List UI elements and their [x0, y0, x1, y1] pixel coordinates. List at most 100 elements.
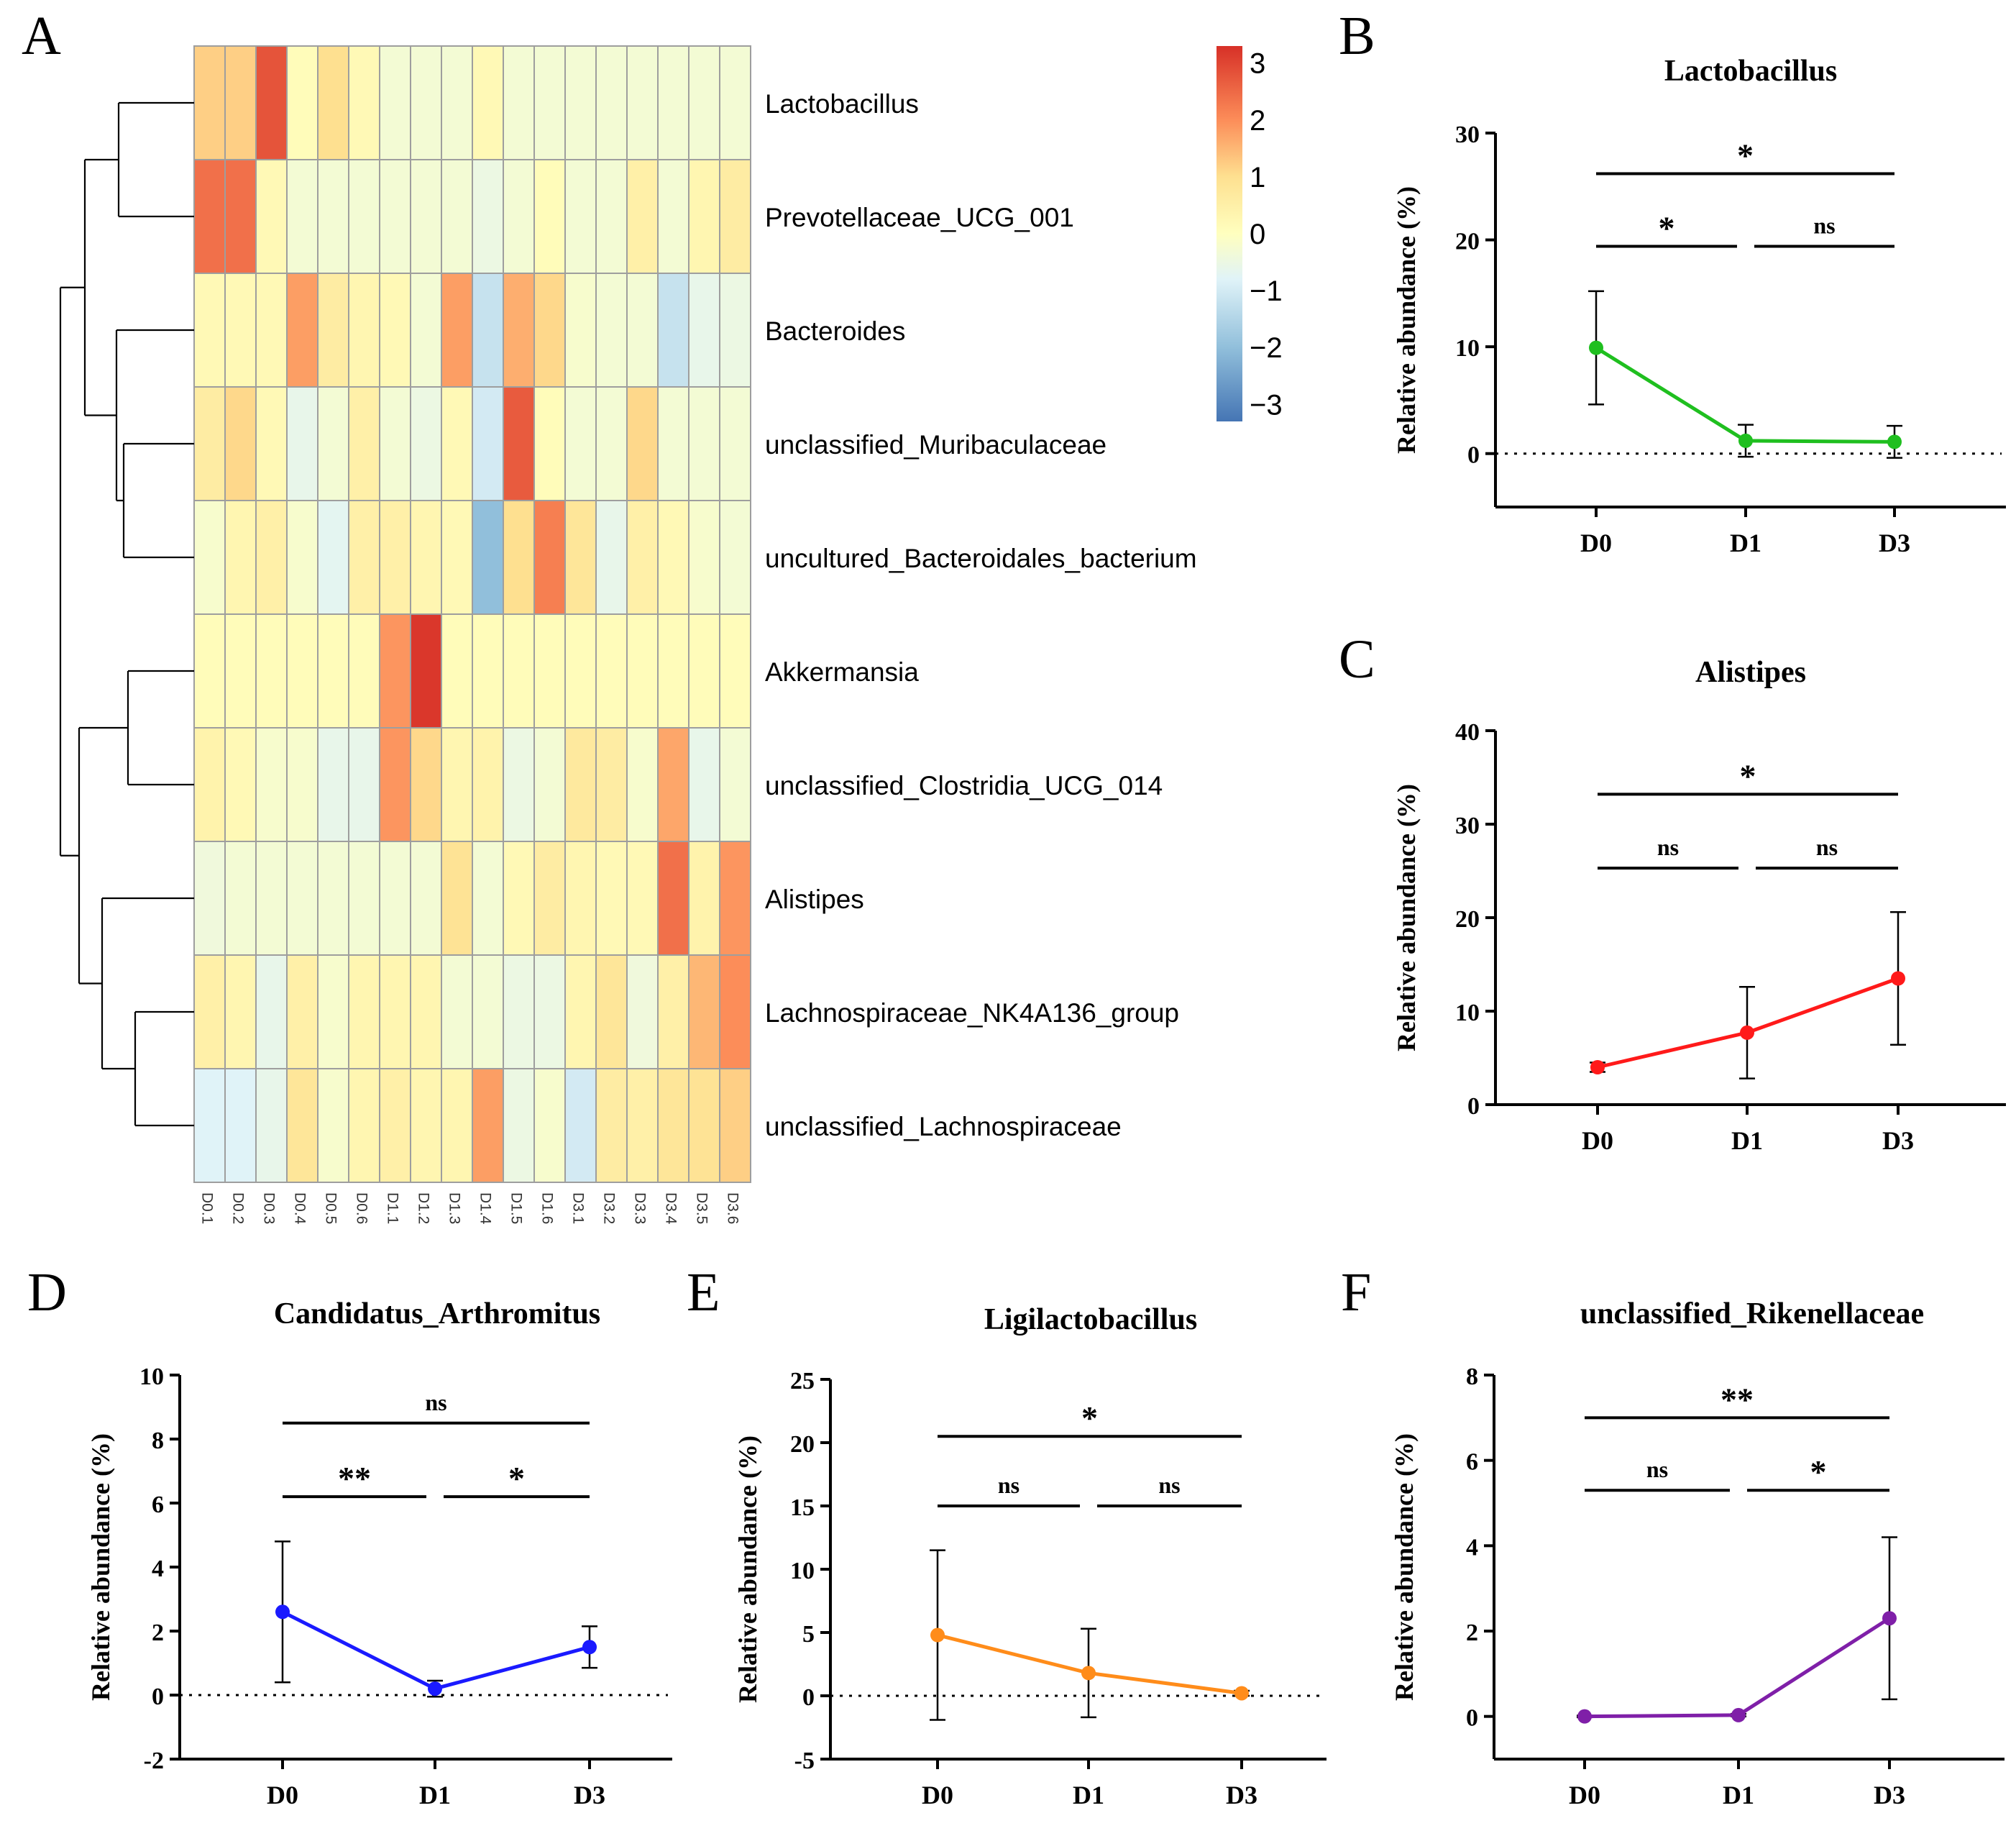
- heatmap-cell: [595, 273, 628, 388]
- data-point: [1740, 1025, 1754, 1040]
- heatmap-cell: [286, 1068, 319, 1183]
- heatmap-cell: [255, 273, 288, 388]
- heatmap-cell: [317, 273, 349, 388]
- heatmap-cell: [626, 613, 659, 729]
- heatmap-column-label: D0.6: [354, 1192, 370, 1224]
- significance-label: ns: [1657, 834, 1679, 860]
- heatmap-cell: [255, 500, 288, 615]
- data-point: [930, 1627, 945, 1643]
- dendrogram-branch: [59, 286, 85, 857]
- significance-label: *: [1081, 1399, 1098, 1436]
- heatmap-cell: [472, 45, 504, 160]
- heatmap-cell: [255, 386, 288, 501]
- heatmap-cell: [503, 273, 535, 388]
- heatmap-cell: [255, 841, 288, 956]
- y-tick-label: 2: [1466, 1620, 1478, 1646]
- heatmap-cell: [317, 727, 349, 842]
- dendrogram-branch: [83, 158, 119, 416]
- series-line: [937, 1633, 1242, 1695]
- heatmap-cell: [348, 386, 380, 501]
- heatmap-column-label: D0.3: [261, 1192, 278, 1224]
- x-tick-label: D1: [419, 1781, 451, 1809]
- heatmap-cell: [193, 841, 226, 956]
- heatmap-cell: [657, 954, 689, 1069]
- y-tick-label: 0: [1467, 442, 1480, 469]
- heatmap-cell: [317, 841, 349, 956]
- heatmap-cell: [626, 841, 659, 956]
- heatmap-cell: [379, 1068, 411, 1183]
- heatmap-cell: [595, 841, 628, 956]
- y-tick-label: 2: [152, 1620, 164, 1646]
- x-tick-label: D3: [1874, 1781, 1905, 1809]
- heatmap-cell: [224, 954, 257, 1069]
- colorbar-tick-label: −2: [1250, 332, 1283, 364]
- dendrogram-branch: [78, 726, 128, 985]
- heatmap-cell: [348, 613, 380, 729]
- series-line: [1584, 1617, 1891, 1719]
- heatmap-cell: [719, 159, 751, 274]
- heatmap-cell: [503, 613, 535, 729]
- heatmap-cell: [626, 727, 659, 842]
- heatmap-cell: [472, 273, 504, 388]
- heatmap-cell: [379, 500, 411, 615]
- heatmap-cell: [595, 45, 628, 160]
- heatmap-column-label: D3.6: [725, 1192, 741, 1224]
- y-tick-label: 5: [802, 1621, 815, 1648]
- heatmap-cell: [317, 500, 349, 615]
- y-axis-label: Relative abundance (%): [1390, 1433, 1419, 1701]
- heatmap-cell: [441, 386, 473, 501]
- heatmap-cell: [193, 1068, 226, 1183]
- heatmap-cell: [688, 954, 720, 1069]
- x-tick-label: D1: [1730, 529, 1761, 557]
- heatmap-cell: [564, 1068, 597, 1183]
- heatmap-cell: [317, 1068, 349, 1183]
- heatmap-row-label: Alistipes: [765, 885, 864, 914]
- heatmap-cell: [688, 500, 720, 615]
- colorbar-tick-label: 0: [1250, 219, 1265, 250]
- heatmap-cell: [193, 727, 226, 842]
- heatmap-cell: [472, 500, 504, 615]
- y-tick-label: 10: [1455, 335, 1480, 362]
- significance-label: *: [1740, 757, 1756, 794]
- heatmap-cell: [441, 954, 473, 1069]
- heatmap-cell: [688, 727, 720, 842]
- heatmap-cell: [224, 1068, 257, 1183]
- y-axis-label: Relative abundance (%): [86, 1433, 115, 1701]
- heatmap-cell: [533, 273, 566, 388]
- chart-title: Alistipes: [1695, 656, 1806, 689]
- significance-label: *: [1737, 137, 1754, 173]
- heatmap-column-label: D1.4: [477, 1192, 494, 1225]
- heatmap-cell: [657, 273, 689, 388]
- heatmap-cell: [719, 841, 751, 956]
- y-axis-label: Relative abundance (%): [733, 1435, 762, 1703]
- heatmap-cell: [410, 386, 442, 501]
- heatmap-cell: [626, 1068, 659, 1183]
- heatmap-cell: [657, 613, 689, 729]
- heatmap-cell: [379, 386, 411, 501]
- heatmap-cell: [286, 954, 319, 1069]
- y-tick-label: 10: [790, 1558, 815, 1584]
- significance-label: ns: [1646, 1456, 1668, 1482]
- heatmap-column-label: D1.2: [416, 1192, 432, 1224]
- colorbar-tick-label: 2: [1250, 105, 1265, 137]
- panel-B-chart: Lactobacillus Relative abundance (%) 0 10 20…: [1392, 55, 2006, 557]
- heatmap-cell: [472, 386, 504, 501]
- heatmap-cell: [564, 273, 597, 388]
- heatmap-column-label: D0.4: [292, 1192, 308, 1225]
- panel-label-F: F: [1341, 1262, 1371, 1323]
- data-point: [1882, 1611, 1897, 1626]
- heatmap-cell: [564, 159, 597, 274]
- heatmap-cell: [472, 613, 504, 729]
- heatmap-column-label: D0.1: [199, 1192, 216, 1224]
- heatmap-cell: [224, 500, 257, 615]
- y-tick-label: 40: [1455, 719, 1480, 746]
- y-tick-label: 8: [152, 1428, 164, 1454]
- heatmap-cell: [688, 159, 720, 274]
- heatmap-cell: [533, 613, 566, 729]
- heatmap-cell: [348, 1068, 380, 1183]
- heatmap-cell: [255, 613, 288, 729]
- heatmap-cell: [472, 841, 504, 956]
- x-tick-label: D0: [267, 1781, 298, 1809]
